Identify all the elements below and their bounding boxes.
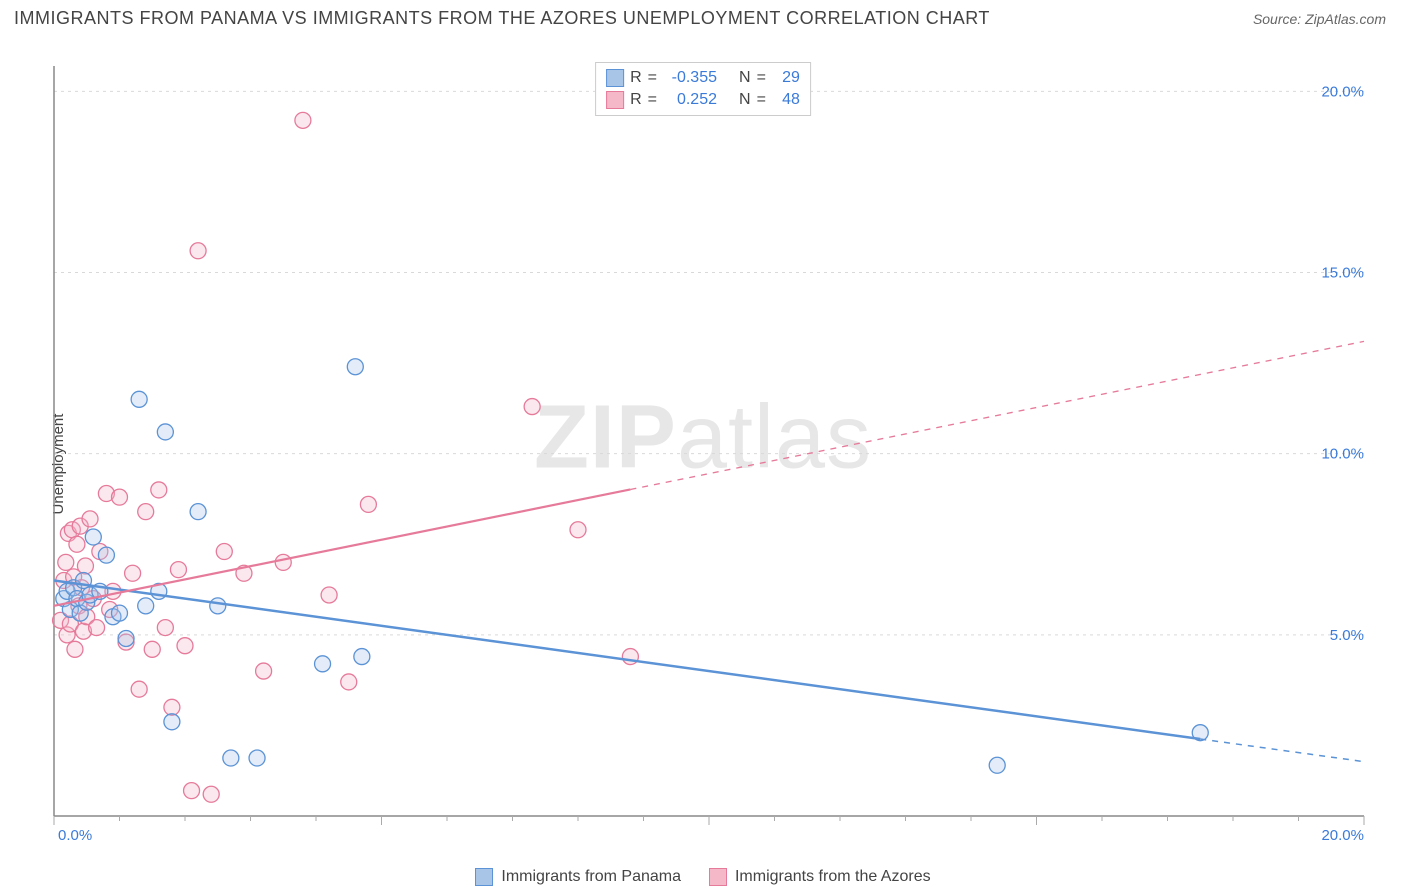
regression-azores-extrapolated bbox=[630, 341, 1364, 489]
legend-row-azores: R = 0.252 N = 48 bbox=[606, 89, 800, 111]
title-bar: IMMIGRANTS FROM PANAMA VS IMMIGRANTS FRO… bbox=[0, 0, 1406, 33]
point-panama bbox=[138, 598, 154, 614]
point-panama bbox=[989, 757, 1005, 773]
point-azores bbox=[184, 783, 200, 799]
point-azores bbox=[256, 663, 272, 679]
plot-area: Unemployment ZIPatlas R = -0.355 N = 29 … bbox=[0, 36, 1406, 892]
point-azores bbox=[138, 504, 154, 520]
chart-svg: 5.0% 10.0% 15.0% 20.0% 0.0% 20.0% bbox=[44, 56, 1384, 846]
point-azores bbox=[170, 562, 186, 578]
svg-text:10.0%: 10.0% bbox=[1321, 446, 1364, 463]
point-azores bbox=[125, 565, 141, 581]
point-azores bbox=[216, 544, 232, 560]
legend-swatch-azores bbox=[606, 91, 624, 109]
point-panama bbox=[164, 714, 180, 730]
source-label: Source: ZipAtlas.com bbox=[1253, 11, 1386, 27]
point-azores bbox=[82, 511, 98, 527]
legend-swatch-azores-2 bbox=[709, 868, 727, 886]
point-azores bbox=[112, 489, 128, 505]
point-azores bbox=[190, 243, 206, 259]
point-panama bbox=[85, 529, 101, 545]
regression-panama-extrapolated bbox=[1200, 739, 1364, 762]
legend-label-azores: Immigrants from the Azores bbox=[735, 868, 931, 886]
point-azores bbox=[58, 554, 74, 570]
point-panama bbox=[118, 630, 134, 646]
point-azores bbox=[360, 496, 376, 512]
point-panama bbox=[131, 391, 147, 407]
legend-item-panama: Immigrants from Panama bbox=[475, 868, 681, 886]
svg-text:20.0%: 20.0% bbox=[1321, 827, 1364, 844]
point-azores bbox=[524, 399, 540, 415]
legend-row-panama: R = -0.355 N = 29 bbox=[606, 67, 800, 89]
point-azores bbox=[177, 638, 193, 654]
chart-title: IMMIGRANTS FROM PANAMA VS IMMIGRANTS FRO… bbox=[14, 8, 990, 29]
svg-text:0.0%: 0.0% bbox=[58, 827, 92, 844]
legend-r-label: R bbox=[630, 67, 642, 89]
legend-n-value-panama: 29 bbox=[772, 67, 800, 89]
legend-n-value-azores: 48 bbox=[772, 89, 800, 111]
point-azores bbox=[131, 681, 147, 697]
point-azores bbox=[275, 554, 291, 570]
point-azores bbox=[69, 536, 85, 552]
point-azores bbox=[89, 620, 105, 636]
point-azores bbox=[144, 641, 160, 657]
legend-swatch-panama-2 bbox=[475, 868, 493, 886]
point-azores bbox=[203, 786, 219, 802]
point-azores bbox=[295, 112, 311, 128]
point-panama bbox=[249, 750, 265, 766]
legend-swatch-panama bbox=[606, 69, 624, 87]
regression-panama bbox=[54, 580, 1200, 739]
legend-n-label: N bbox=[739, 67, 751, 89]
point-panama bbox=[98, 547, 114, 563]
point-azores bbox=[151, 482, 167, 498]
legend-r-value-azores: 0.252 bbox=[663, 89, 717, 111]
svg-text:5.0%: 5.0% bbox=[1330, 627, 1364, 644]
point-panama bbox=[190, 504, 206, 520]
point-azores bbox=[164, 699, 180, 715]
point-panama bbox=[315, 656, 331, 672]
legend-label-panama: Immigrants from Panama bbox=[501, 868, 681, 886]
point-panama bbox=[223, 750, 239, 766]
point-panama bbox=[354, 649, 370, 665]
svg-text:15.0%: 15.0% bbox=[1321, 265, 1364, 282]
legend-item-azores: Immigrants from the Azores bbox=[709, 868, 931, 886]
legend-correlation-box: R = -0.355 N = 29 R = 0.252 N = 48 bbox=[595, 62, 811, 116]
legend-series: Immigrants from Panama Immigrants from t… bbox=[0, 868, 1406, 886]
point-azores bbox=[77, 558, 93, 574]
point-azores bbox=[341, 674, 357, 690]
legend-r-value-panama: -0.355 bbox=[663, 67, 717, 89]
point-azores bbox=[157, 620, 173, 636]
point-panama bbox=[347, 359, 363, 375]
point-panama bbox=[157, 424, 173, 440]
svg-text:20.0%: 20.0% bbox=[1321, 83, 1364, 100]
point-azores bbox=[570, 522, 586, 538]
point-panama bbox=[210, 598, 226, 614]
point-azores bbox=[67, 641, 83, 657]
point-panama bbox=[112, 605, 128, 621]
point-azores bbox=[321, 587, 337, 603]
